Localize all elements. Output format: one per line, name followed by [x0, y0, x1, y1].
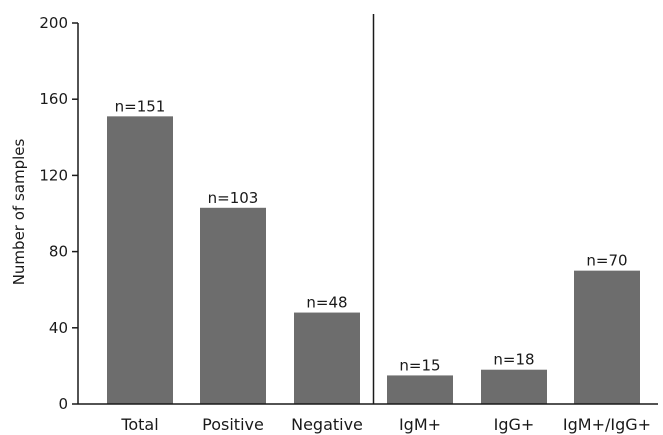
category-label: Negative: [291, 415, 363, 434]
y-tick-label: 160: [39, 90, 68, 108]
bars: [107, 116, 640, 404]
category-label: IgM+: [399, 415, 441, 434]
y-axis-ticks: 0 40 80 120 160 200: [39, 14, 78, 413]
category-label: IgG+: [494, 415, 535, 434]
bar: [200, 207, 266, 404]
y-tick-label: 120: [39, 166, 68, 184]
bar: [574, 270, 640, 404]
category-label: Total: [120, 415, 158, 434]
y-tick-label: 80: [49, 243, 68, 261]
data-label: n=48: [306, 294, 347, 312]
y-tick-label: 0: [58, 395, 68, 413]
y-tick-label: 40: [49, 319, 68, 337]
data-label: n=15: [399, 356, 440, 374]
bar: [107, 116, 173, 404]
data-label: n=103: [208, 189, 259, 207]
data-label: n=70: [586, 252, 627, 270]
bar: [481, 369, 547, 404]
category-label: Positive: [202, 415, 264, 434]
data-label: n=151: [115, 97, 166, 115]
data-label: n=18: [493, 351, 534, 369]
y-axis-title: Number of samples: [10, 139, 28, 286]
bar: [294, 312, 360, 404]
category-labels: Total Positive Negative IgM+ IgG+ IgM+/IgG+: [120, 415, 651, 434]
data-labels: n=151 n=103 n=48 n=15 n=18 n=70: [115, 97, 628, 374]
y-tick-label: 200: [39, 14, 68, 32]
bar: [387, 375, 453, 404]
category-label: IgM+/IgG+: [563, 415, 651, 434]
